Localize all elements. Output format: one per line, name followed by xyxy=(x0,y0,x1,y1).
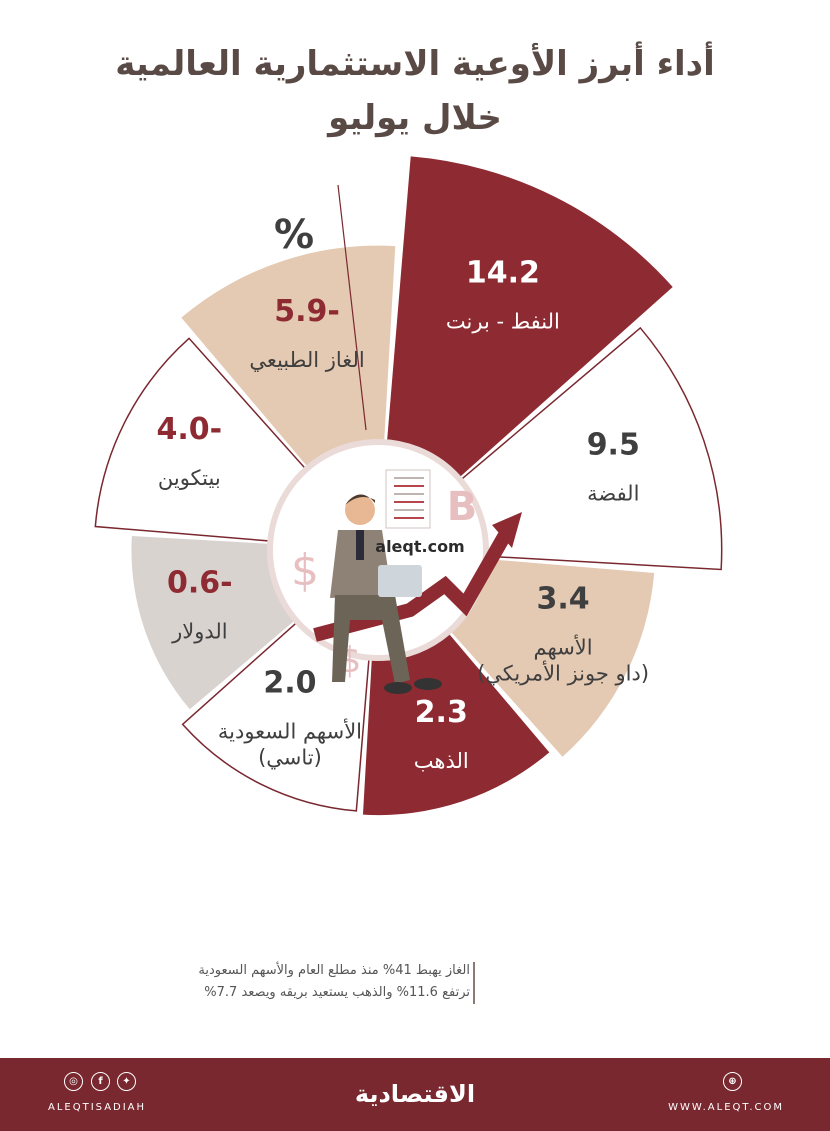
globe-icon: ⊕ xyxy=(723,1072,742,1091)
value-label: 9.5 xyxy=(587,427,640,462)
instagram-icon[interactable]: ◎ xyxy=(64,1072,83,1091)
laptop xyxy=(378,565,422,597)
category-label: الدولار xyxy=(171,620,228,644)
divider-line xyxy=(337,184,367,431)
person-shoe xyxy=(384,682,412,694)
twitter-icon[interactable]: ✦ xyxy=(117,1072,136,1091)
person-head xyxy=(345,495,375,525)
person-tie xyxy=(356,530,364,560)
category-label: الأسهم xyxy=(534,634,593,660)
footer-bar: ◎ f ✦ ALEQTISADIAH الاقتصادية ⊕ WWW.ALEQ… xyxy=(0,1058,830,1131)
value-label: 14.2 xyxy=(466,256,540,291)
note-divider xyxy=(473,962,475,1004)
page-subtitle: خلال يوليو xyxy=(328,98,502,138)
website-link[interactable]: WWW.ALEQT.COM xyxy=(668,1102,784,1113)
category-label: النفط - برنت xyxy=(446,310,560,334)
footnote-line-1: الغاز يهبط 41% منذ مطلع العام والأسهم ال… xyxy=(198,963,470,978)
category-label: الأسهم السعودية xyxy=(218,719,362,745)
bar-sector xyxy=(449,558,655,757)
footnote-line-2: ترتفع 11.6% والذهب يستعيد بريقه ويصعد 7.… xyxy=(204,985,470,1000)
value-label: 4.0- xyxy=(156,412,222,447)
person-shoe xyxy=(414,678,442,690)
category-label: الغاز الطبيعي xyxy=(249,348,364,372)
bar-sector xyxy=(131,536,296,710)
value-label: 0.6- xyxy=(167,566,233,601)
website-watermark: aleqt.com xyxy=(375,537,464,556)
value-label: 2.3 xyxy=(415,695,468,730)
facebook-icon[interactable]: f xyxy=(91,1072,110,1091)
person-jacket xyxy=(330,530,392,598)
value-label: 3.4 xyxy=(537,581,590,616)
bar-sector xyxy=(386,156,673,479)
person-legs xyxy=(332,595,410,684)
category-label: بيتكوين xyxy=(158,466,221,490)
person-hair xyxy=(345,494,375,505)
value-label: 2.0 xyxy=(263,666,316,701)
arrow-head xyxy=(492,512,522,548)
brand-logo: الاقتصادية xyxy=(354,1080,476,1108)
social-handle[interactable]: ALEQTISADIAH xyxy=(48,1102,147,1113)
category-label: الفضة xyxy=(587,481,639,505)
dollar-coin-icon: $ xyxy=(291,545,319,596)
footnote: الغاز يهبط 41% منذ مطلع العام والأسهم ال… xyxy=(198,960,470,1004)
category-label: (تاسي) xyxy=(258,746,322,770)
category-label: الذهب xyxy=(414,749,469,773)
category-label: (داو جونز الأمريكي) xyxy=(477,660,649,685)
value-label: 5.9- xyxy=(274,294,340,329)
page-title: أداء أبرز الأوعية الاستثمارية العالمية xyxy=(115,44,715,84)
unit-label: % xyxy=(274,212,314,258)
bitcoin-icon: B xyxy=(447,484,478,530)
bar-sector xyxy=(181,245,396,468)
